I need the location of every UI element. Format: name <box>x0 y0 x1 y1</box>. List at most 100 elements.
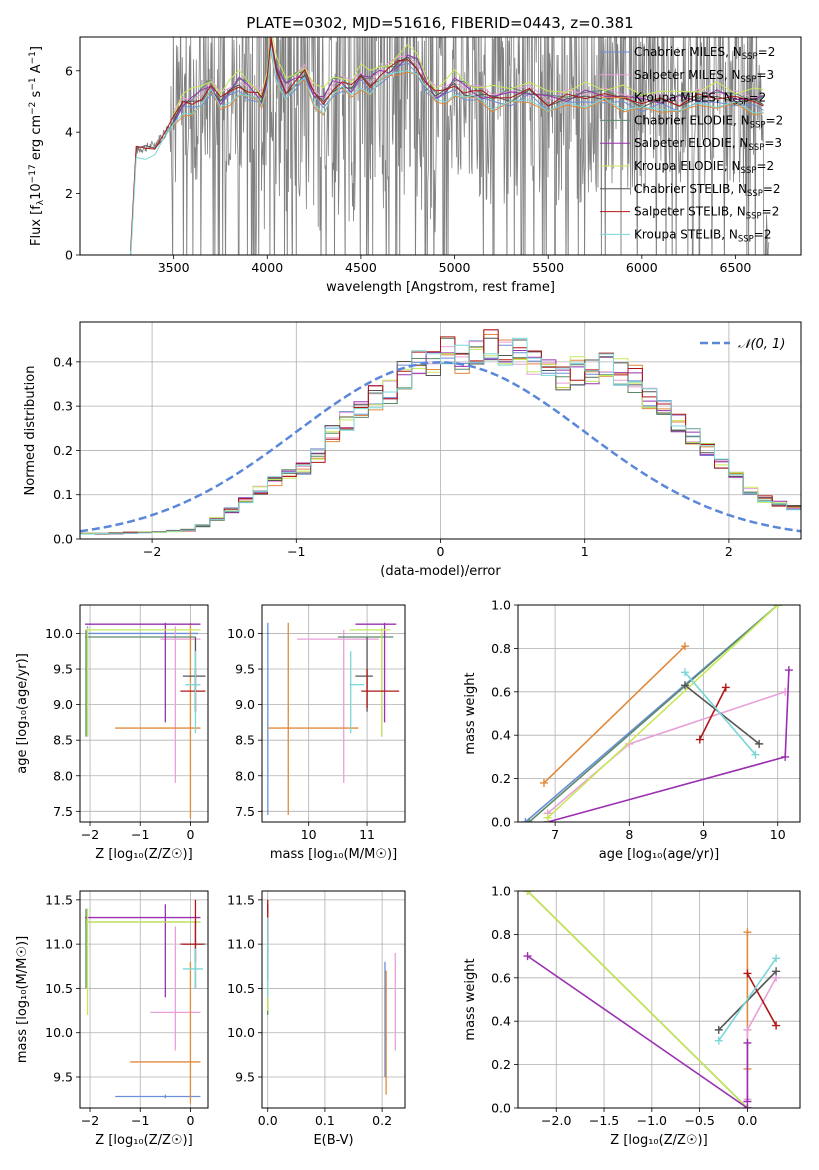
legend-tail: =2 <box>754 227 772 241</box>
legend-text: Kroupa MILES, N <box>634 91 733 105</box>
y-tick-label: 0.2 <box>53 443 73 458</box>
legend-tail: =2 <box>763 182 781 196</box>
weight-line-salpeter_elodie <box>527 955 748 1108</box>
panel-weight_vs_age: 7 8 9 10 0.0 0.2 0.4 0.6 0.8 1.0 age [log₁₀(age/yr… <box>463 598 801 862</box>
weight-marker-chabrier_miles <box>521 818 530 822</box>
weight-line-kroupa_elodie <box>527 891 748 1108</box>
y-label-part: −1 <box>28 77 38 90</box>
y-tick-label: 0.8 <box>491 927 511 942</box>
y-axis-label: mass weight <box>463 672 478 754</box>
panel-mass_vs_ebv: 0.0 0.1 0.2 9.5 10.0 10.5 11.0 11.5 E(B-V) <box>227 890 406 1148</box>
legend-label: Salpeter ELODIE, NSSP=3 <box>634 136 782 153</box>
legend-tail: =3 <box>764 136 782 150</box>
y-tick-label: 7.5 <box>235 804 255 819</box>
y-tick-label: 10.0 <box>45 626 73 641</box>
x-axis-label: Z [log₁₀(Z/Z☉)] <box>95 1133 192 1148</box>
weight-marker-kroupa_miles <box>539 778 548 787</box>
legend-text: Chabrier ELODIE, N <box>634 113 750 127</box>
y-axis-label: Normed distribution <box>23 366 38 496</box>
panel-spectrum: 3500 4000 4500 5000 5500 6000 6500 0 2 4 6 waveleng… <box>28 36 802 295</box>
y-tick-label: 10.5 <box>227 981 255 996</box>
y-tick-label: 11.5 <box>45 892 73 907</box>
x-tick-label: −1 <box>131 1113 149 1128</box>
legend-sub: SSP <box>741 166 757 176</box>
y-tick-label: 6 <box>65 63 73 78</box>
weight-marker-kroupa_stelib <box>772 954 781 963</box>
x-axis-label: Z [log₁₀(Z/Z☉)] <box>610 1133 707 1148</box>
model-curve-kroupa_miles <box>173 52 764 127</box>
axes-frame <box>79 604 209 823</box>
x-tick-label: 1 <box>581 544 589 559</box>
y-tick-label: 0.6 <box>491 970 511 985</box>
gaussian-curve <box>80 361 801 533</box>
y-tick-label: 9.5 <box>235 1070 255 1085</box>
panel-age_vs_mass: 10 11 7.5 8.0 8.5 9.0 9.5 10.0 mass [log₁₀(M/M☉)… <box>227 604 406 862</box>
weight-line-salpeter_stelib <box>699 687 727 740</box>
y-tick-label: 0.0 <box>53 532 73 547</box>
y-tick-label: 9.5 <box>235 662 255 677</box>
plot-area <box>80 322 801 539</box>
y-label-part: erg cm <box>29 115 44 164</box>
x-axis-label: Z [log₁₀(Z/Z☉)] <box>95 847 192 862</box>
plot-area <box>518 891 800 1108</box>
x-tick-label: 0 <box>186 1113 194 1128</box>
weight-marker-chabrier_stelib <box>680 681 689 690</box>
y-tick-label: 11.0 <box>227 937 255 952</box>
x-tick-label: −1 <box>287 544 305 559</box>
y-tick-label: 0.1 <box>53 487 73 502</box>
x-tick-label: 10 <box>301 827 317 842</box>
y-label-part: s <box>29 90 44 101</box>
legend-sub: SSP <box>747 189 763 199</box>
plot-area <box>262 891 405 1108</box>
y-tick-label: 11.5 <box>227 892 255 907</box>
legend-sub: SSP <box>738 234 754 244</box>
histogram-chabrier_miles <box>80 340 801 535</box>
y-tick-label: 10.0 <box>227 1025 255 1040</box>
x-tick-label: 5500 <box>532 260 564 275</box>
x-axis-label: mass [log₁₀(M/M☉)] <box>270 847 397 862</box>
y-tick-label: 0.4 <box>53 354 73 369</box>
weight-marker-kroupa_stelib <box>680 668 689 677</box>
weight-line-kroupa_miles <box>543 645 686 784</box>
axes-frame <box>517 604 801 823</box>
legend-text: Salpeter STELIB, N <box>634 205 746 219</box>
x-tick-label: −2.0 <box>541 1113 571 1128</box>
weight-marker-salpeter_elodie <box>743 1038 752 1047</box>
histogram-chabrier_elodie <box>80 337 801 535</box>
y-label-part: −17 <box>28 164 38 183</box>
weight-line-kroupa_elodie <box>547 605 779 819</box>
x-tick-label: −0.5 <box>684 1113 714 1128</box>
legend-label: Chabrier ELODIE, NSSP=2 <box>634 113 783 130</box>
x-tick-label: 9 <box>700 827 708 842</box>
y-tick-label: 0.3 <box>53 399 73 414</box>
histogram-salpeter_miles <box>80 329 801 535</box>
weight-line-chabrier_elodie <box>528 605 779 822</box>
y-tick-label: 0.2 <box>491 771 511 786</box>
axes-frame <box>261 890 406 1109</box>
x-tick-label: 0.0 <box>737 1113 757 1128</box>
legend-label: Salpeter STELIB, NSSP=2 <box>634 205 779 222</box>
legend-tail: =2 <box>756 159 774 173</box>
legend-text: Kroupa STELIB, N <box>634 227 738 241</box>
x-tick-label: 2 <box>725 544 733 559</box>
weight-marker-kroupa_stelib <box>714 1036 723 1045</box>
y-tick-label: 8.5 <box>53 733 73 748</box>
x-tick-label: 5000 <box>439 260 471 275</box>
legend-label: Salpeter MILES, NSSP=3 <box>634 68 774 85</box>
y-tick-label: 8.5 <box>235 733 255 748</box>
x-tick-label: 0.1 <box>315 1113 335 1128</box>
plot-area <box>518 605 800 822</box>
y-tick-label: 11.0 <box>45 937 73 952</box>
plot-area <box>80 891 208 1108</box>
weight-marker-chabrier_stelib <box>714 1025 723 1034</box>
weight-line-salpeter_stelib <box>746 973 777 1026</box>
axes-frame <box>79 321 802 540</box>
plot-area <box>80 605 208 822</box>
x-tick-label: −1 <box>131 827 149 842</box>
panels: 3500 4000 4500 5000 5500 6000 6500 0 2 4 6 waveleng… <box>15 36 802 1148</box>
legend-text: Salpeter ELODIE, N <box>634 136 748 150</box>
weight-marker-salpeter_elodie <box>523 952 532 961</box>
x-tick-label: 0.2 <box>372 1113 392 1128</box>
legend-tail: =2 <box>766 113 784 127</box>
